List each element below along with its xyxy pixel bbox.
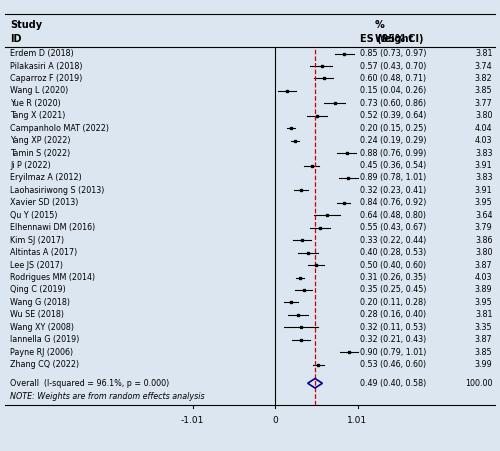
Text: Elhennawi DM (2016): Elhennawi DM (2016) <box>10 223 95 232</box>
Text: 0.49 (0.40, 0.58): 0.49 (0.40, 0.58) <box>360 379 426 388</box>
Text: 3.87: 3.87 <box>475 261 492 270</box>
Text: Wang XY (2008): Wang XY (2008) <box>10 323 74 332</box>
Text: 3.85: 3.85 <box>475 348 492 357</box>
Text: 3.64: 3.64 <box>475 211 492 220</box>
Text: Tamin S (2022): Tamin S (2022) <box>10 149 70 157</box>
Text: Study: Study <box>10 20 42 30</box>
Text: 0.52 (0.39, 0.64): 0.52 (0.39, 0.64) <box>360 111 426 120</box>
Text: Rodrigues MM (2014): Rodrigues MM (2014) <box>10 273 95 282</box>
Text: 0: 0 <box>272 416 278 425</box>
Text: Altintas A (2017): Altintas A (2017) <box>10 248 77 257</box>
Text: 0.20 (0.15, 0.25): 0.20 (0.15, 0.25) <box>360 124 426 133</box>
Text: Zhang CQ (2022): Zhang CQ (2022) <box>10 360 79 369</box>
Text: 0.40 (0.28, 0.53): 0.40 (0.28, 0.53) <box>360 248 426 257</box>
Text: Overall  (I-squared = 96.1%, p = 0.000): Overall (I-squared = 96.1%, p = 0.000) <box>10 379 169 388</box>
Text: 0.15 (0.04, 0.26): 0.15 (0.04, 0.26) <box>360 87 426 96</box>
Text: Pilakasiri A (2018): Pilakasiri A (2018) <box>10 61 83 70</box>
Text: 3.74: 3.74 <box>475 61 492 70</box>
Text: 3.81: 3.81 <box>475 310 492 319</box>
Text: 0.24 (0.19, 0.29): 0.24 (0.19, 0.29) <box>360 136 426 145</box>
Text: 3.35: 3.35 <box>475 323 492 332</box>
Text: Yue R (2020): Yue R (2020) <box>10 99 61 108</box>
Text: 0.31 (0.26, 0.35): 0.31 (0.26, 0.35) <box>360 273 426 282</box>
Text: 0.32 (0.21, 0.43): 0.32 (0.21, 0.43) <box>360 335 426 344</box>
Text: Ji P (2022): Ji P (2022) <box>10 161 51 170</box>
Text: Payne RJ (2006): Payne RJ (2006) <box>10 348 73 357</box>
Text: NOTE: Weights are from random effects analysis: NOTE: Weights are from random effects an… <box>10 392 204 401</box>
Text: Yang XP (2022): Yang XP (2022) <box>10 136 70 145</box>
Text: Caparroz F (2019): Caparroz F (2019) <box>10 74 83 83</box>
Text: -1.01: -1.01 <box>181 416 204 425</box>
Text: Wu SE (2018): Wu SE (2018) <box>10 310 64 319</box>
Text: Wang G (2018): Wang G (2018) <box>10 298 70 307</box>
Text: 3.89: 3.89 <box>475 285 492 295</box>
Text: 0.88 (0.76, 0.99): 0.88 (0.76, 0.99) <box>360 149 426 157</box>
Text: 0.28 (0.16, 0.40): 0.28 (0.16, 0.40) <box>360 310 426 319</box>
Text: 0.90 (0.79, 1.01): 0.90 (0.79, 1.01) <box>360 348 426 357</box>
Text: 4.03: 4.03 <box>475 136 492 145</box>
Text: Weight: Weight <box>375 33 414 44</box>
Text: Tang X (2021): Tang X (2021) <box>10 111 66 120</box>
Text: 0.73 (0.60, 0.86): 0.73 (0.60, 0.86) <box>360 99 426 108</box>
Text: 3.85: 3.85 <box>475 87 492 96</box>
Text: 0.64 (0.48, 0.80): 0.64 (0.48, 0.80) <box>360 211 426 220</box>
Text: 0.55 (0.43, 0.67): 0.55 (0.43, 0.67) <box>360 223 426 232</box>
Text: 0.84 (0.76, 0.92): 0.84 (0.76, 0.92) <box>360 198 426 207</box>
Text: Lee JS (2017): Lee JS (2017) <box>10 261 63 270</box>
Text: Kim SJ (2017): Kim SJ (2017) <box>10 236 64 245</box>
Text: Campanholo MAT (2022): Campanholo MAT (2022) <box>10 124 109 133</box>
Text: Erdem D (2018): Erdem D (2018) <box>10 49 74 58</box>
Text: 0.33 (0.22, 0.44): 0.33 (0.22, 0.44) <box>360 236 426 245</box>
Text: 3.95: 3.95 <box>475 198 492 207</box>
Text: 0.89 (0.78, 1.01): 0.89 (0.78, 1.01) <box>360 174 426 183</box>
Text: Eryilmaz A (2012): Eryilmaz A (2012) <box>10 174 82 183</box>
Text: 3.81: 3.81 <box>475 49 492 58</box>
Text: 3.80: 3.80 <box>475 248 492 257</box>
Text: 0.85 (0.73, 0.97): 0.85 (0.73, 0.97) <box>360 49 426 58</box>
Text: 3.80: 3.80 <box>475 111 492 120</box>
Text: 3.99: 3.99 <box>475 360 492 369</box>
Text: 4.04: 4.04 <box>475 124 492 133</box>
Text: 3.91: 3.91 <box>475 161 492 170</box>
Text: 0.60 (0.48, 0.71): 0.60 (0.48, 0.71) <box>360 74 426 83</box>
Text: Iannella G (2019): Iannella G (2019) <box>10 335 80 344</box>
Text: 0.35 (0.25, 0.45): 0.35 (0.25, 0.45) <box>360 285 426 295</box>
Text: 3.86: 3.86 <box>475 236 492 245</box>
Text: Qing C (2019): Qing C (2019) <box>10 285 66 295</box>
Text: Qu Y (2015): Qu Y (2015) <box>10 211 58 220</box>
Text: 3.87: 3.87 <box>475 335 492 344</box>
Text: 4.03: 4.03 <box>475 273 492 282</box>
Text: Wang L (2020): Wang L (2020) <box>10 87 68 96</box>
Text: 0.53 (0.46, 0.60): 0.53 (0.46, 0.60) <box>360 360 426 369</box>
Text: 100.00: 100.00 <box>465 379 492 388</box>
Text: Laohasiriwong S (2013): Laohasiriwong S (2013) <box>10 186 104 195</box>
Text: 3.91: 3.91 <box>475 186 492 195</box>
Text: 0.32 (0.23, 0.41): 0.32 (0.23, 0.41) <box>360 186 426 195</box>
Text: ES (95% CI): ES (95% CI) <box>360 33 424 44</box>
Text: 0.57 (0.43, 0.70): 0.57 (0.43, 0.70) <box>360 61 426 70</box>
Text: 0.45 (0.36, 0.54): 0.45 (0.36, 0.54) <box>360 161 426 170</box>
Text: 3.95: 3.95 <box>475 298 492 307</box>
Text: 0.32 (0.11, 0.53): 0.32 (0.11, 0.53) <box>360 323 426 332</box>
Text: 3.79: 3.79 <box>475 223 492 232</box>
Text: 0.50 (0.40, 0.60): 0.50 (0.40, 0.60) <box>360 261 426 270</box>
Text: 3.82: 3.82 <box>475 74 492 83</box>
Text: ID: ID <box>10 33 22 44</box>
Text: Xavier SD (2013): Xavier SD (2013) <box>10 198 78 207</box>
Text: 1.01: 1.01 <box>348 416 368 425</box>
Text: 0.20 (0.11, 0.28): 0.20 (0.11, 0.28) <box>360 298 426 307</box>
Text: %: % <box>375 20 385 30</box>
Text: 3.83: 3.83 <box>475 174 492 183</box>
Text: 3.77: 3.77 <box>475 99 492 108</box>
Text: 3.83: 3.83 <box>475 149 492 157</box>
